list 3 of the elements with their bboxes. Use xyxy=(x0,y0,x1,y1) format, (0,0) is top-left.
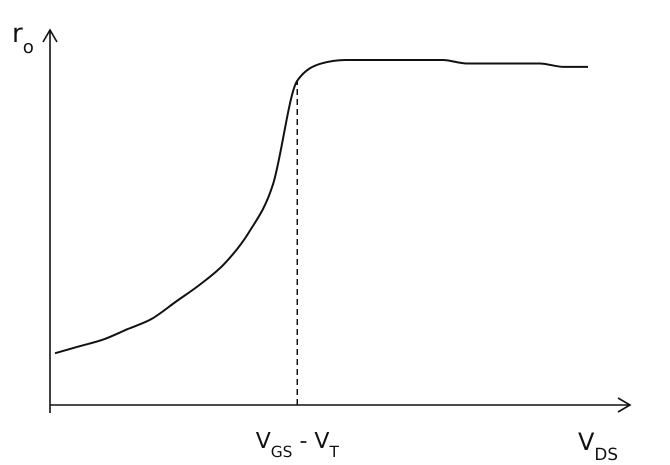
text: V$_{GS}$ - V$_{T}$ xyxy=(256,429,340,461)
y-axis-title: r$_{o}$ xyxy=(12,19,34,58)
x-axis-title: V$_{DS}$ xyxy=(578,428,618,464)
